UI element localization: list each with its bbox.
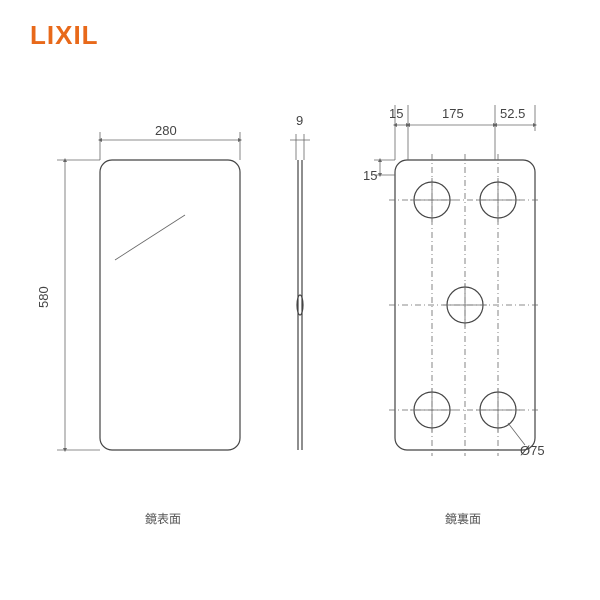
svg-text:52.5: 52.5 [500, 106, 525, 121]
svg-text:15: 15 [389, 106, 403, 121]
svg-text:175: 175 [442, 106, 464, 121]
svg-text:Ø75: Ø75 [520, 443, 545, 458]
front-caption: 鏡表面 [145, 510, 181, 527]
svg-text:280: 280 [155, 123, 177, 138]
svg-text:580: 580 [36, 286, 51, 308]
diagram-svg: 280 580 9 15 175 52.5 15 Ø75 [0, 0, 600, 600]
svg-text:15: 15 [363, 168, 377, 183]
back-caption: 鏡裏面 [445, 510, 481, 527]
svg-text:9: 9 [296, 113, 303, 128]
